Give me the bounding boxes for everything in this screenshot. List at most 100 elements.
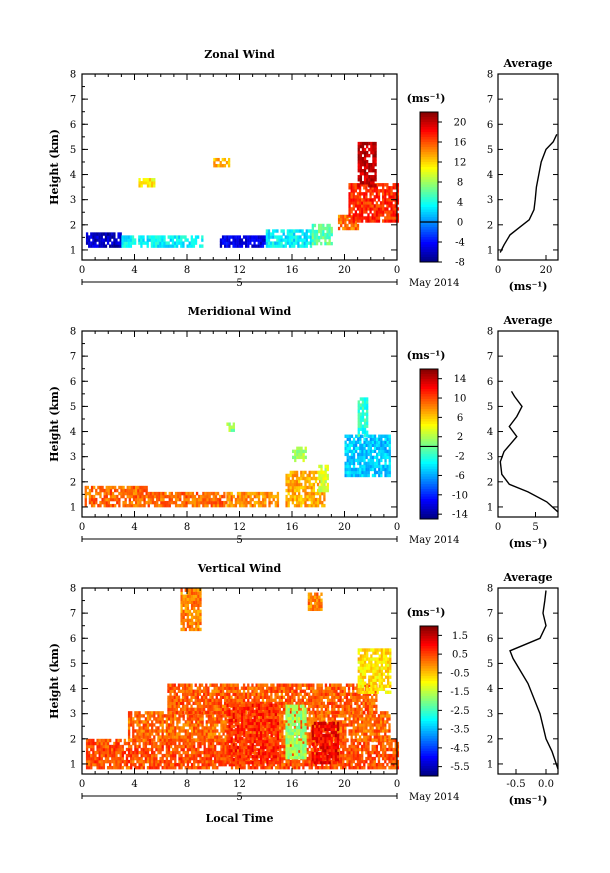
colorbar-segment — [420, 409, 438, 412]
heatmap-cell — [169, 723, 173, 727]
heatmap-cell — [374, 150, 377, 155]
heatmap-cell — [102, 244, 106, 248]
heatmap-cell — [188, 735, 192, 739]
colorbar-segment — [420, 461, 438, 465]
heatmap-cell — [201, 244, 204, 248]
heatmap-cell — [211, 707, 214, 712]
heatmap-cell — [88, 241, 91, 245]
heatmap-cell — [173, 686, 176, 690]
heatmap-cell — [88, 491, 92, 496]
heatmap-cell — [316, 717, 320, 721]
heatmap-cell — [174, 714, 177, 718]
heatmap-cell — [218, 762, 221, 767]
heatmap-cell — [159, 729, 162, 733]
heatmap-cell — [348, 443, 351, 448]
heatmap-cell — [350, 735, 353, 739]
heatmap-cell — [365, 759, 368, 764]
heatmap-cell — [104, 753, 108, 758]
heatmap-cell — [352, 219, 355, 223]
heatmap-cell — [157, 762, 160, 767]
heatmap-cell — [135, 503, 138, 508]
heatmap-cell — [359, 153, 363, 158]
average-title: Average — [502, 57, 552, 70]
heatmap-cell — [270, 500, 273, 505]
heatmap-cell — [356, 219, 360, 223]
heatmap-cell — [88, 759, 91, 764]
average-x-label: (ms⁻¹) — [509, 537, 548, 550]
heatmap-cell — [379, 753, 383, 758]
heatmap-cell — [298, 491, 301, 496]
heatmap-cell — [117, 759, 120, 764]
heatmap-cell — [165, 720, 169, 724]
heatmap-cell — [293, 232, 296, 236]
heatmap-cell — [340, 741, 343, 746]
heatmap-cell — [295, 229, 298, 233]
heatmap-cell — [394, 213, 397, 217]
heatmap-cell — [261, 241, 265, 245]
heatmap-cell — [197, 726, 200, 730]
heatmap-cell — [324, 226, 327, 231]
heatmap-cell — [382, 753, 385, 758]
heatmap-cell — [321, 503, 324, 508]
heatmap-cell — [377, 741, 381, 746]
heatmap-cell — [382, 443, 385, 448]
heatmap-cell — [100, 759, 103, 764]
heatmap-cell — [308, 473, 311, 478]
heatmap-cell — [171, 244, 175, 248]
heatmap-cell — [151, 747, 154, 752]
heatmap-cell — [182, 738, 185, 742]
heatmap-cell — [361, 434, 364, 438]
heatmap-cell — [314, 476, 318, 481]
heatmap-cell — [293, 503, 297, 508]
heatmap-cell — [363, 461, 366, 466]
heatmap-cell — [92, 241, 95, 245]
heatmap-cell — [382, 452, 385, 457]
heatmap-cell — [355, 446, 358, 451]
heatmap-cell — [282, 232, 285, 236]
heatmap-cell — [388, 735, 391, 739]
heatmap-cell — [377, 183, 381, 187]
colorbar-segment — [420, 379, 438, 382]
heatmap-cell — [388, 747, 391, 752]
heatmap-cell — [194, 707, 197, 712]
heatmap-cell — [239, 765, 242, 770]
colorbar-segment — [420, 506, 438, 510]
heatmap-cell — [146, 714, 150, 718]
heatmap-cell — [358, 717, 362, 721]
heatmap-cell — [369, 458, 372, 463]
heatmap-cell — [376, 455, 379, 460]
heatmap-cell — [312, 762, 316, 767]
heatmap-cell — [377, 729, 381, 733]
average-x-label: (ms⁻¹) — [509, 280, 548, 293]
heatmap-cell — [232, 698, 235, 703]
heatmap-cell — [320, 485, 323, 490]
heatmap-cell — [285, 488, 288, 493]
heatmap-cell — [218, 750, 221, 755]
heatmap-cell — [142, 759, 145, 764]
heatmap-cell — [98, 759, 101, 764]
heatmap-cell — [102, 232, 106, 236]
heatmap-cell — [155, 765, 158, 770]
heatmap-cell — [291, 759, 295, 764]
heatmap-cell — [140, 738, 143, 743]
heatmap-cell — [344, 741, 347, 746]
heatmap-cell — [150, 238, 154, 242]
heatmap-cell — [293, 473, 297, 478]
heatmap-cell — [359, 458, 362, 463]
heatmap-cell — [358, 210, 362, 214]
heatmap-cell — [157, 726, 160, 730]
heatmap-cell — [167, 686, 170, 690]
heatmap-cell — [143, 494, 146, 499]
heatmap-cell — [358, 189, 362, 193]
heatmap-cell — [388, 219, 391, 223]
heatmap-cell — [276, 500, 280, 505]
heatmap-cell — [185, 500, 188, 505]
heatmap-cell — [140, 765, 143, 770]
heatmap-cell — [85, 747, 89, 752]
heatmap-cell — [151, 762, 154, 767]
heatmap-cell — [109, 238, 112, 242]
heatmap-cell — [342, 720, 345, 724]
heatmap-cell — [247, 238, 250, 242]
heatmap-cell — [267, 235, 271, 239]
heatmap-cell — [313, 229, 317, 234]
